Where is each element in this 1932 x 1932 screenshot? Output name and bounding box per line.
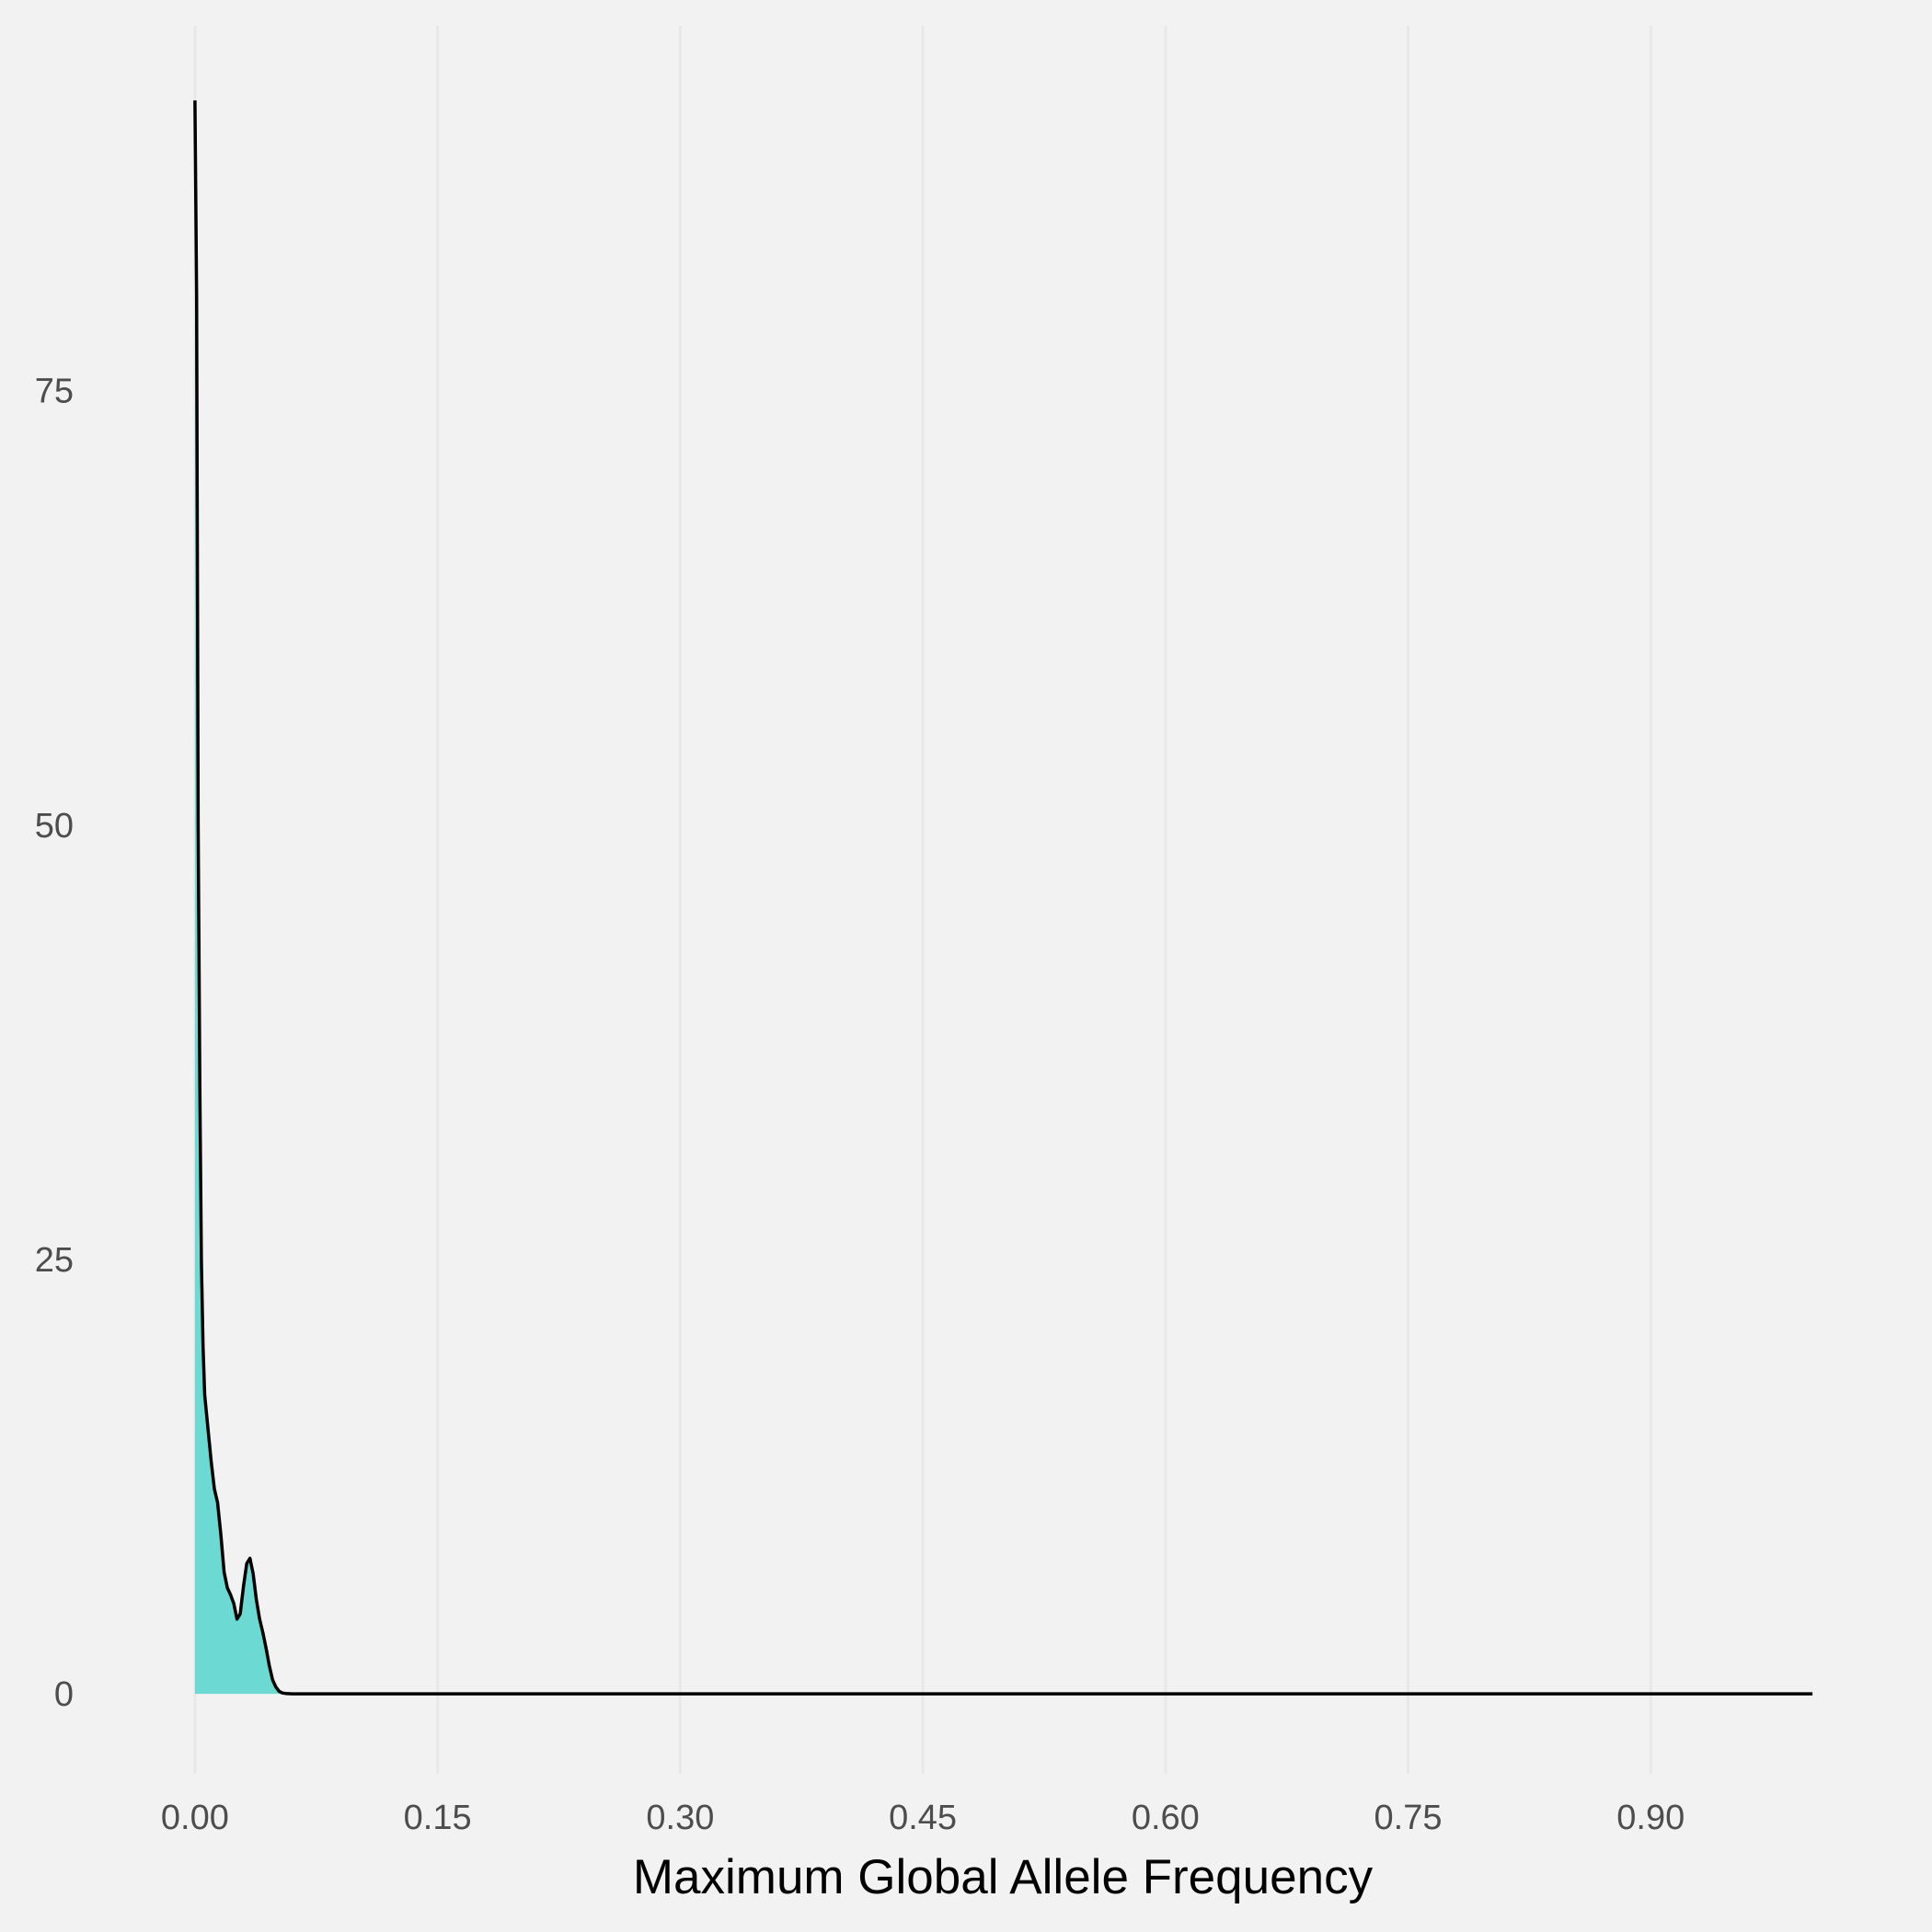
x-tick-label: 0.30 [646,1799,714,1837]
x-axis-ticks: 0.00 0.15 0.30 0.45 0.60 0.75 0.90 [161,1799,1685,1837]
y-tick-label: 0 [54,1675,74,1714]
y-axis-ticks: 0 25 50 75 [35,373,74,1715]
x-tick-label: 0.00 [161,1799,229,1837]
grid-lines [193,26,1652,1774]
x-tick-label: 0.75 [1374,1799,1443,1837]
x-tick-label: 0.45 [889,1799,957,1837]
x-tick-label: 0.15 [404,1799,472,1837]
density-area [194,100,293,1695]
x-tick-label: 0.60 [1132,1799,1200,1837]
x-tick-label: 0.90 [1616,1799,1685,1837]
density-line [193,100,1813,1696]
y-tick-label: 50 [35,807,74,845]
x-axis-title: Maximum Global Allele Frequency [633,1850,1374,1904]
y-tick-label: 25 [35,1241,74,1280]
y-tick-label: 75 [35,373,74,411]
